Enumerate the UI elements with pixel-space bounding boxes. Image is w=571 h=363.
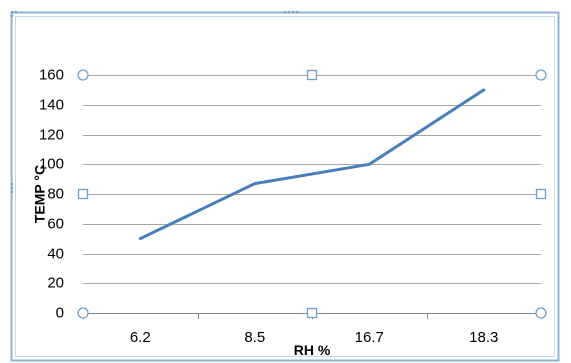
plot-corner-handle[interactable] (77, 69, 89, 81)
y-axis-title: TEMP °C (32, 165, 48, 223)
y-tick-label: 0 (56, 304, 64, 321)
y-tick-label: 140 (39, 96, 64, 113)
y-tick-label: 20 (47, 274, 64, 291)
series-line (138, 88, 486, 241)
frame-handle-top-left[interactable] (10, 10, 18, 18)
y-tick-label: 60 (47, 215, 64, 232)
x-tick-label: 18.3 (469, 329, 498, 346)
x-tick-label: 6.2 (130, 329, 151, 346)
y-tick-label: 100 (39, 155, 64, 172)
plot-corner-handle[interactable] (535, 69, 547, 81)
frame-handle-top[interactable] (283, 10, 299, 14)
plot-side-handle[interactable] (77, 188, 89, 200)
chart-frame (10, 11, 560, 362)
x-tick-label: 8.5 (244, 329, 265, 346)
frame-handle-left[interactable] (10, 182, 14, 194)
y-tick-label: 120 (39, 126, 64, 143)
series-group (138, 88, 486, 241)
x-axis-title: RH % (294, 342, 331, 358)
plot-area-selection[interactable] (77, 69, 547, 319)
y-tick-labels: 0 20 40 60 80 100 120 140 160 (39, 66, 64, 321)
y-tick-label: 80 (47, 185, 64, 202)
x-tick-label: 16.7 (355, 329, 384, 346)
plot-side-handle[interactable] (306, 307, 318, 319)
x-tick-labels: 6.2 8.5 16.7 18.3 (130, 329, 499, 346)
chart-frame-inner (15, 16, 555, 357)
plot-corner-handle[interactable] (77, 307, 89, 319)
plot-corner-handle[interactable] (535, 307, 547, 319)
y-tick-label: 160 (39, 66, 64, 83)
plot-side-handle[interactable] (535, 188, 547, 200)
plot-side-handle[interactable] (306, 69, 318, 81)
y-tick-label: 40 (47, 245, 64, 262)
